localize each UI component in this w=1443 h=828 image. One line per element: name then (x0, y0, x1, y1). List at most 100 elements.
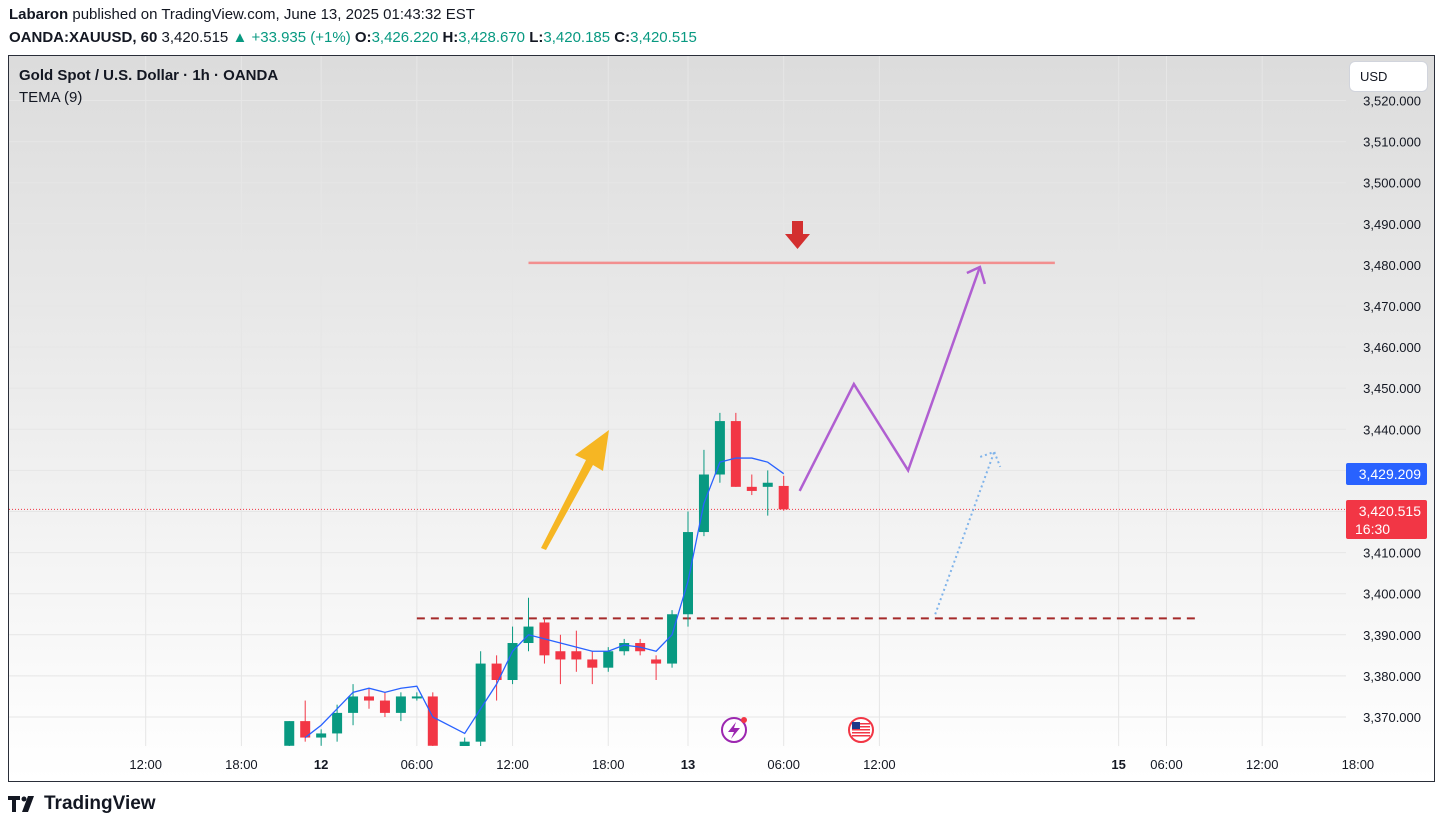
change-up-icon: ▲ (232, 29, 248, 46)
candle[interactable] (284, 721, 295, 750)
chart-frame[interactable] (8, 55, 1435, 782)
candle-body (651, 659, 662, 664)
brand-name: TradingView (44, 793, 156, 814)
flag-stripe (852, 732, 870, 734)
candle-body (507, 643, 518, 681)
currency-button[interactable]: USD (1349, 61, 1428, 92)
y-tick-label: 3,480.000 (1363, 258, 1421, 273)
candle[interactable] (762, 470, 773, 516)
x-tick-label: 06:00 (401, 757, 434, 772)
candle-body (459, 741, 470, 746)
x-tick-label: 06:00 (1150, 757, 1183, 772)
candle[interactable] (364, 688, 374, 709)
candle[interactable] (300, 700, 311, 742)
candle-body (555, 651, 566, 660)
x-tick-label: 12:00 (863, 757, 896, 772)
candle-body (667, 614, 678, 664)
last-price-tag-value: 3,420.515 (1358, 503, 1421, 519)
candle[interactable] (332, 704, 343, 742)
y-tick-label: 3,410.000 (1363, 546, 1421, 561)
candle[interactable] (571, 630, 582, 672)
change-value: +33.935 (+1%) (251, 29, 351, 46)
candle-body (411, 696, 422, 699)
indicator-legend[interactable]: TEMA (9) (19, 89, 83, 106)
candle[interactable] (411, 692, 422, 701)
candle[interactable] (730, 412, 741, 487)
tradingview-logo-icon (8, 796, 34, 812)
y-tick-label: 3,450.000 (1363, 381, 1421, 396)
low-value: 3,420.185 (543, 29, 611, 46)
symbol-label: OANDA:XAUUSD, 60 (9, 29, 158, 46)
candle[interactable] (459, 737, 470, 750)
plot-background (9, 56, 1434, 781)
candle-body (762, 482, 773, 487)
candle[interactable] (667, 610, 678, 668)
low-label: L: (529, 29, 544, 46)
close-value: 3,420.515 (630, 29, 697, 46)
last-price: 3,420.515 (161, 29, 229, 46)
candle-body (316, 733, 327, 738)
x-tick-label: 12 (314, 757, 328, 772)
candle-body (619, 643, 630, 652)
chart-title: Gold Spot / U.S. Dollar · 1h · OANDA (19, 67, 279, 84)
candle-body (746, 486, 757, 491)
x-tick-label: 15 (1111, 757, 1125, 772)
x-tick-label: 18:00 (592, 757, 625, 772)
tema-line (304, 457, 785, 739)
candle-body (379, 700, 390, 713)
flag-stripe (852, 729, 870, 731)
candle-body (300, 721, 311, 738)
y-tick-label: 3,500.000 (1363, 176, 1421, 191)
candle[interactable] (316, 729, 327, 746)
x-tick-label: 13 (681, 757, 695, 772)
candle-body (683, 532, 693, 615)
open-value: 3,426.220 (371, 29, 439, 46)
y-tick-label: 3,470.000 (1363, 299, 1421, 314)
y-tick-label: 3,370.000 (1363, 710, 1421, 725)
candle-body (364, 696, 374, 701)
ohlc-header: OANDA:XAUUSD, 60 3,420.515 ▲ +33.935 (+1… (9, 29, 697, 46)
candle-body (348, 696, 359, 713)
lightning-icon (728, 722, 740, 739)
x-tick-label: 18:00 (1342, 757, 1375, 772)
candle-body (730, 421, 741, 487)
x-tick-label: 06:00 (767, 757, 800, 772)
y-tick-label: 3,510.000 (1363, 135, 1421, 150)
candle[interactable] (619, 638, 630, 656)
red-down-arrow-icon[interactable] (785, 221, 810, 249)
open-label: O: (354, 29, 372, 46)
x-tick-label: 18:00 (225, 757, 258, 772)
candle[interactable] (651, 655, 662, 681)
high-label: H: (442, 29, 459, 46)
flag-stripe (852, 723, 870, 725)
y-tick-label: 3,390.000 (1363, 628, 1421, 643)
candle[interactable] (348, 684, 359, 726)
candle[interactable] (714, 412, 725, 483)
candle[interactable] (778, 475, 789, 511)
candle-body (587, 659, 598, 668)
candle[interactable] (427, 692, 438, 750)
dotted-projection[interactable] (934, 451, 996, 615)
published-header: Labaron published on TradingView.com, Ju… (9, 6, 475, 23)
y-tick-label: 3,490.000 (1363, 217, 1421, 232)
candle[interactable] (507, 626, 518, 685)
us-flag-event-icon[interactable] (848, 717, 874, 743)
candle[interactable] (587, 651, 598, 685)
candle[interactable] (491, 655, 502, 701)
candle[interactable] (746, 474, 757, 496)
flag-stripe (852, 726, 870, 728)
candle[interactable] (475, 651, 486, 750)
countdown-label: 16:30 (1355, 521, 1391, 537)
yellow-up-arrow-icon[interactable] (541, 430, 609, 550)
y-tick-label: 3,380.000 (1363, 669, 1421, 684)
tema-price-tag: 3,429.209 (1346, 463, 1427, 485)
candle[interactable] (379, 692, 390, 717)
projection-path[interactable] (798, 266, 982, 492)
tradingview-logo[interactable]: TradingView (8, 793, 156, 815)
candle[interactable] (683, 511, 693, 627)
candle-body (603, 651, 614, 668)
candle[interactable] (395, 692, 406, 722)
projection-arrowhead (966, 265, 987, 285)
news-flash-icon[interactable] (721, 717, 747, 743)
